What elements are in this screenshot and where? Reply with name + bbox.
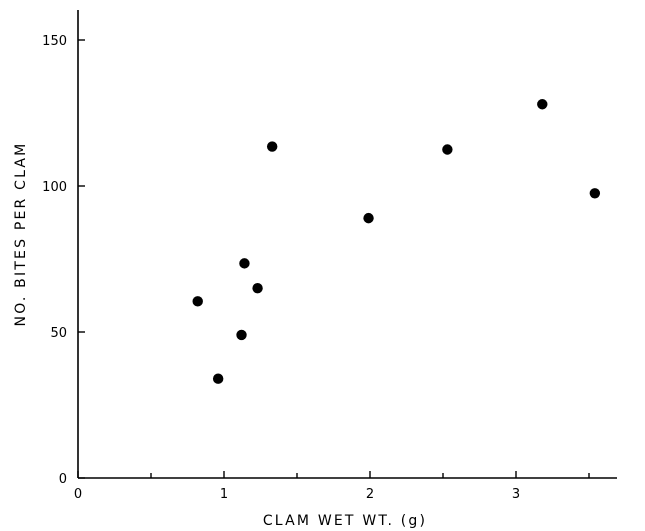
y-tick-label: 50 [50,326,67,341]
data-point [589,188,601,199]
data-point [212,373,224,384]
x-tick-label: 1 [220,487,228,502]
data-point [266,141,278,152]
y-tick-label: 100 [42,180,67,195]
data-point [363,212,374,224]
axes [77,10,617,479]
x-axis-title: CLAM WET WT. (g) [263,513,427,529]
y-tick-label: 0 [59,472,67,487]
y-tick-label: 150 [42,34,67,49]
data-point [252,283,263,294]
data-point [236,329,247,341]
x-tick-label: 3 [512,487,520,502]
x-axis-ticks: 0 1 2 3 [74,471,590,502]
y-axis-title: NO. BITES PER CLAM [13,142,29,327]
data-point [442,144,453,155]
y-axis-ticks: 0 50 100 150 [42,34,85,487]
x-tick-label: 0 [74,487,82,502]
data-point [192,296,203,307]
data-point [537,99,548,110]
data-points [192,99,601,384]
data-point [239,258,250,269]
x-tick-label: 2 [366,487,374,502]
